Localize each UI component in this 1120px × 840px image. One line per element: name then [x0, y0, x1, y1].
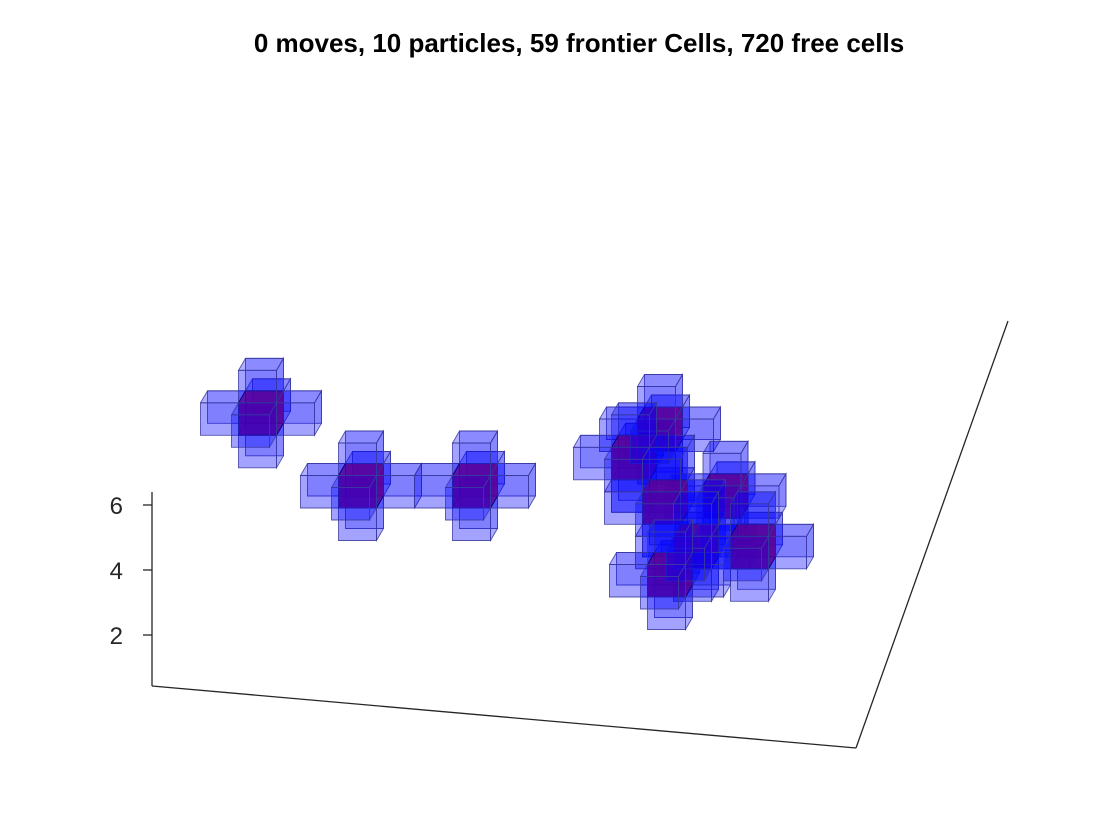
frontier-top-face [639, 564, 687, 577]
frontier-top-face [237, 357, 285, 371]
z-tick-label: 6 [110, 493, 123, 520]
frontier-top-face [330, 475, 378, 488]
frontier-cell [740, 472, 787, 520]
z-tick-2: 2 [110, 623, 152, 650]
frontier-front-face [640, 576, 679, 610]
frontier-cell [702, 439, 749, 488]
frontier-top-face [740, 473, 787, 487]
frontier-front-face [611, 414, 650, 448]
chart-title: 0 moves, 10 particles, 59 frontier Cells… [254, 28, 904, 58]
frontier-cell [337, 429, 385, 478]
frontier-front-face [490, 475, 529, 509]
frontier-cell [444, 473, 492, 522]
frontier-top-face [451, 430, 499, 444]
frontier-top-face [603, 446, 651, 460]
z-tick-4: 4 [110, 558, 152, 585]
frontier-cell [603, 445, 651, 494]
frontier-top-face [230, 402, 278, 416]
frontier-top-face [702, 440, 749, 454]
frontier-top-face [722, 535, 770, 549]
frontier-cell [275, 389, 323, 437]
frontier-top-face [729, 491, 777, 505]
frontier-cell [237, 356, 285, 405]
frontier-cell [330, 473, 378, 522]
particle-cube [337, 461, 385, 510]
frontier-cell [767, 522, 815, 571]
frontier-front-face [723, 547, 762, 582]
frontier-cell [722, 534, 770, 583]
z-tick-6: 6 [110, 493, 152, 520]
frontier-top-face [646, 519, 694, 533]
frontier-cell [641, 445, 689, 494]
frontier-cell [451, 429, 499, 478]
frontier-top-face [672, 491, 720, 505]
frontier-front-face [768, 535, 807, 570]
frontier-cell [636, 372, 684, 421]
frontier-cell [695, 484, 742, 532]
frontier-front-face [238, 369, 277, 404]
frontier-top-face [275, 390, 323, 404]
voxel-layer [199, 356, 815, 632]
frontier-top-face [489, 463, 537, 476]
frontier-top-face [674, 406, 722, 420]
z-tick-label: 4 [110, 558, 123, 585]
frontier-cell [230, 401, 278, 449]
frontier-top-face [767, 523, 815, 537]
frontier-front-face [452, 442, 491, 476]
y-axis-line [855, 320, 1009, 749]
frontier-cell [729, 490, 777, 538]
frontier-front-face [730, 503, 769, 537]
frontier-top-face [375, 463, 423, 476]
frontier-front-face [642, 458, 681, 493]
frontier-front-face [276, 402, 315, 436]
x-axis-line [151, 685, 857, 749]
frontier-cell [610, 401, 658, 449]
frontier-front-face [338, 442, 377, 476]
frontier-front-face [331, 487, 370, 521]
frontier-top-face [610, 402, 658, 416]
frontier-cell [639, 562, 687, 611]
frontier-front-face [376, 475, 415, 509]
frontier-top-face [444, 475, 492, 488]
frontier-front-face [445, 487, 484, 521]
frontier-front-face [231, 414, 270, 448]
frontier-top-face [641, 446, 689, 460]
plot-box [151, 320, 1009, 749]
frontier-top-face [634, 491, 682, 505]
z-tick-label: 2 [110, 623, 123, 650]
z-ticks: 6 4 2 [110, 493, 152, 650]
frontier-front-face [604, 458, 643, 493]
frontier-cell [629, 417, 677, 466]
frontier-front-face [647, 531, 686, 565]
frontier-top-face [636, 374, 684, 387]
frontier-cell [489, 461, 537, 510]
frontier-cell [646, 518, 694, 567]
frontier-top-face [337, 430, 385, 444]
